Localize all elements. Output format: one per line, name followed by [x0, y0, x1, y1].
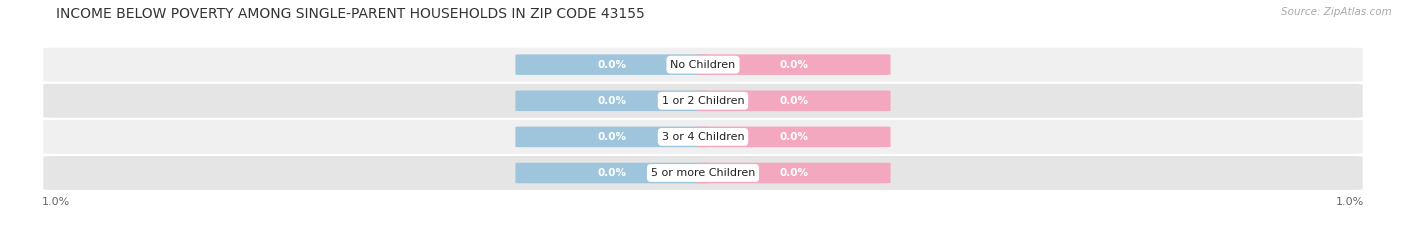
- FancyBboxPatch shape: [44, 48, 1362, 82]
- Text: No Children: No Children: [671, 60, 735, 70]
- FancyBboxPatch shape: [696, 163, 890, 183]
- FancyBboxPatch shape: [516, 54, 710, 75]
- FancyBboxPatch shape: [44, 84, 1362, 118]
- FancyBboxPatch shape: [696, 90, 890, 111]
- Text: 0.0%: 0.0%: [779, 96, 808, 106]
- Text: 5 or more Children: 5 or more Children: [651, 168, 755, 178]
- FancyBboxPatch shape: [696, 54, 890, 75]
- Text: 0.0%: 0.0%: [598, 132, 627, 142]
- Text: 0.0%: 0.0%: [598, 168, 627, 178]
- FancyBboxPatch shape: [696, 127, 890, 147]
- Text: Source: ZipAtlas.com: Source: ZipAtlas.com: [1281, 7, 1392, 17]
- FancyBboxPatch shape: [44, 120, 1362, 154]
- FancyBboxPatch shape: [516, 127, 710, 147]
- Text: 0.0%: 0.0%: [779, 132, 808, 142]
- Text: INCOME BELOW POVERTY AMONG SINGLE-PARENT HOUSEHOLDS IN ZIP CODE 43155: INCOME BELOW POVERTY AMONG SINGLE-PARENT…: [56, 7, 645, 21]
- Text: 0.0%: 0.0%: [598, 60, 627, 70]
- Text: 1 or 2 Children: 1 or 2 Children: [662, 96, 744, 106]
- Text: 0.0%: 0.0%: [779, 168, 808, 178]
- Text: 3 or 4 Children: 3 or 4 Children: [662, 132, 744, 142]
- Text: 0.0%: 0.0%: [779, 60, 808, 70]
- FancyBboxPatch shape: [516, 90, 710, 111]
- FancyBboxPatch shape: [44, 156, 1362, 190]
- FancyBboxPatch shape: [516, 163, 710, 183]
- Text: 0.0%: 0.0%: [598, 96, 627, 106]
